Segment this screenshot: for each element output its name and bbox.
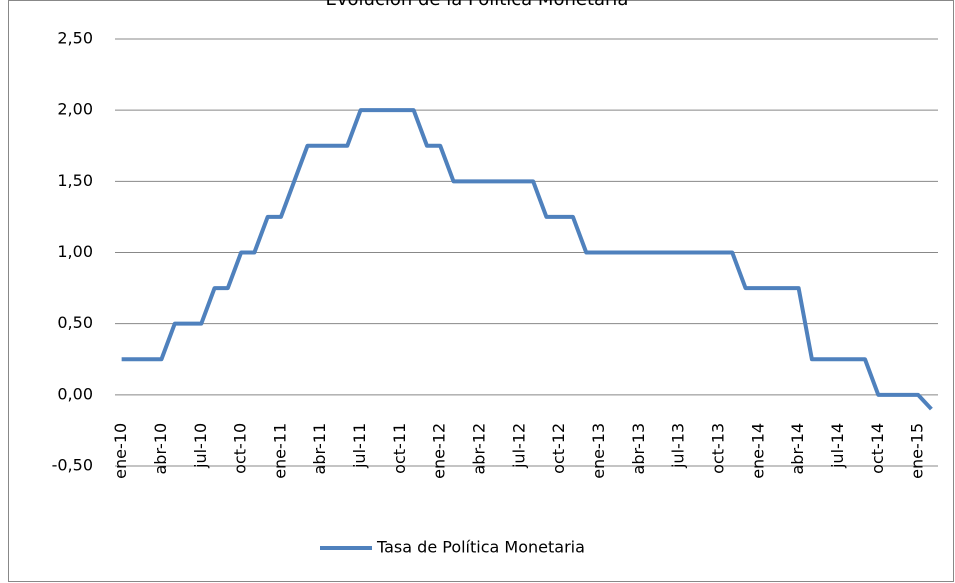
x-tick-label: jul-14 bbox=[828, 423, 847, 469]
x-tick-label: jul-12 bbox=[509, 423, 528, 469]
x-tick-label: oct-13 bbox=[708, 423, 727, 474]
x-tick-label: ene-15 bbox=[908, 423, 927, 479]
x-tick-label: ene-12 bbox=[430, 423, 449, 479]
y-tick-label: -0,50 bbox=[52, 456, 93, 475]
y-tick-label: 2,50 bbox=[57, 29, 93, 48]
x-tick-label: jul-13 bbox=[669, 423, 688, 469]
x-tick-label: oct-14 bbox=[868, 423, 887, 474]
x-tick-label: ene-11 bbox=[270, 423, 289, 479]
chart-title: Evolución de la Política Monetaria bbox=[326, 0, 629, 10]
y-tick-label: 1,50 bbox=[57, 171, 93, 190]
x-tick-label: oct-12 bbox=[549, 423, 568, 474]
legend-label: Tasa de Política Monetaria bbox=[376, 538, 585, 557]
x-tick-label: ene-10 bbox=[111, 423, 130, 479]
x-tick-label: abr-10 bbox=[151, 423, 170, 475]
x-tick-label: ene-13 bbox=[589, 423, 608, 479]
x-tick-label: abr-12 bbox=[470, 423, 489, 475]
y-tick-label: 1,00 bbox=[57, 242, 93, 261]
y-tick-label: 0,50 bbox=[57, 313, 93, 332]
x-tick-label: abr-11 bbox=[310, 423, 329, 475]
x-tick-label: jul-10 bbox=[191, 423, 210, 469]
y-tick-label: 2,00 bbox=[57, 100, 93, 119]
line-series bbox=[121, 108, 933, 411]
x-tick-label: ene-14 bbox=[748, 423, 767, 479]
x-tick-label: abr-14 bbox=[788, 423, 807, 475]
chart-border bbox=[8, 0, 954, 582]
y-tick-label: 0,00 bbox=[57, 384, 93, 403]
x-tick-label: oct-11 bbox=[390, 423, 409, 474]
x-tick-label: jul-11 bbox=[350, 423, 369, 469]
x-tick-label: oct-10 bbox=[231, 423, 250, 474]
x-tick-label: abr-13 bbox=[629, 423, 648, 475]
